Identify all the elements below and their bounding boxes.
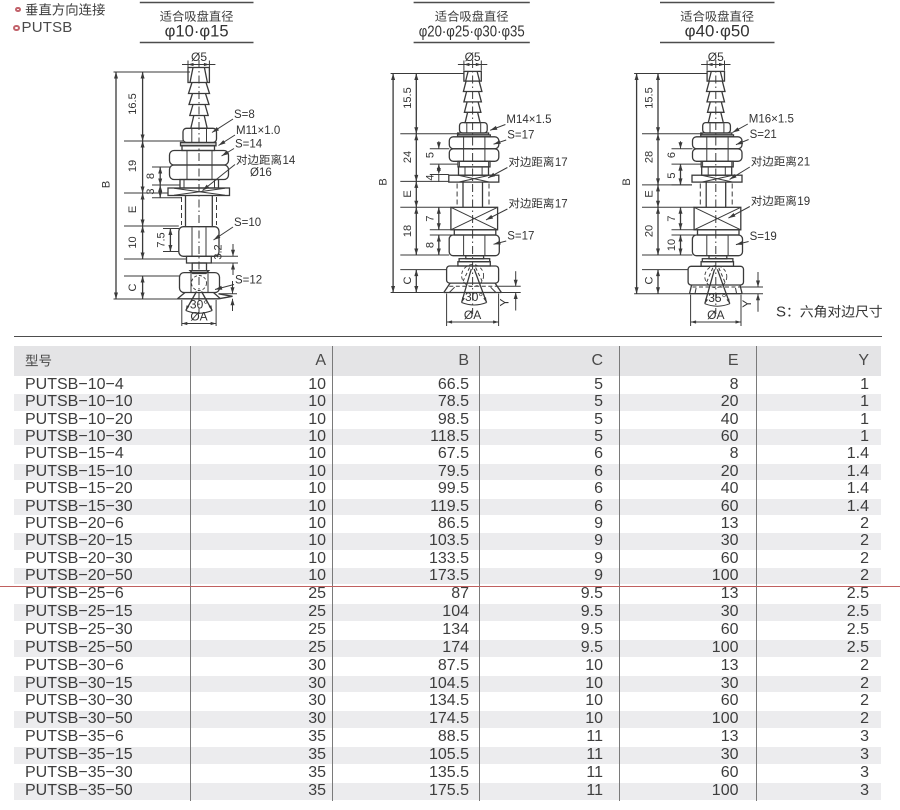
svg-text:Ø5: Ø5 (465, 50, 481, 64)
svg-text:E: E (127, 206, 139, 213)
svg-text:φ10·φ15: φ10·φ15 (165, 22, 229, 40)
svg-text:3: 3 (145, 188, 157, 194)
svg-text:Y: Y (740, 300, 754, 308)
svg-text:16.5: 16.5 (127, 93, 139, 114)
svg-text:S: S (776, 304, 786, 321)
svg-text:8: 8 (145, 173, 157, 179)
svg-text:S=19: S=19 (750, 231, 777, 243)
svg-text:20: 20 (644, 225, 656, 237)
svg-text:ØA: ØA (707, 308, 724, 322)
svg-text:8: 8 (424, 242, 436, 248)
svg-text:28: 28 (644, 151, 656, 163)
svg-text:18: 18 (402, 225, 414, 237)
svg-text:21: 21 (797, 157, 810, 169)
svg-text:3.2: 3.2 (213, 244, 225, 259)
svg-text:15.5: 15.5 (402, 87, 414, 108)
svg-text:E: E (644, 190, 656, 197)
svg-text:30°: 30° (465, 290, 483, 304)
svg-text:15.5: 15.5 (644, 87, 656, 108)
svg-text:7.5: 7.5 (156, 232, 168, 247)
svg-text:B: B (101, 181, 113, 188)
svg-text:30°: 30° (190, 298, 208, 312)
svg-text:S=14: S=14 (235, 139, 263, 151)
svg-text:S=17: S=17 (507, 231, 534, 243)
svg-text:19: 19 (797, 196, 810, 208)
svg-text:S=8: S=8 (234, 109, 255, 121)
svg-text:S=12: S=12 (235, 275, 262, 287)
svg-text:S=10: S=10 (234, 217, 261, 229)
svg-text:6: 6 (666, 152, 678, 158)
svg-text:M16×1.5: M16×1.5 (749, 114, 794, 126)
svg-text:S=21: S=21 (750, 129, 777, 141)
svg-text:17: 17 (555, 157, 568, 169)
svg-text:Ø16: Ø16 (250, 167, 272, 179)
svg-text:10: 10 (666, 239, 678, 251)
svg-text:4: 4 (424, 174, 436, 180)
svg-text:B: B (378, 178, 390, 185)
svg-text:5: 5 (424, 152, 436, 158)
svg-text:Y: Y (498, 298, 512, 306)
svg-text:φ40·φ50: φ40·φ50 (685, 22, 750, 40)
svg-text:5: 5 (666, 172, 678, 178)
svg-text:C: C (127, 283, 139, 291)
svg-text:17: 17 (555, 199, 568, 211)
svg-text:10: 10 (127, 236, 139, 248)
svg-text:C: C (644, 276, 656, 284)
svg-text:M11×1.0: M11×1.0 (236, 125, 280, 137)
svg-text:14: 14 (283, 155, 296, 167)
svg-text:M14×1.5: M14×1.5 (506, 114, 551, 126)
svg-text:19: 19 (127, 160, 139, 172)
svg-text:7: 7 (666, 215, 678, 221)
svg-text:ØA: ØA (190, 310, 207, 324)
svg-text:ØA: ØA (464, 308, 481, 322)
svg-text:7: 7 (424, 215, 436, 221)
svg-text:Ø5: Ø5 (191, 50, 207, 64)
svg-text:E: E (402, 190, 414, 197)
svg-text:24: 24 (402, 151, 414, 163)
svg-text:φ20·φ25·φ30·φ35: φ20·φ25·φ30·φ35 (419, 23, 525, 40)
svg-text:B: B (621, 178, 633, 185)
svg-text:Ø5: Ø5 (708, 50, 724, 64)
svg-text:S=17: S=17 (507, 130, 534, 142)
svg-text:35°: 35° (708, 291, 726, 305)
svg-text:C: C (402, 276, 414, 284)
